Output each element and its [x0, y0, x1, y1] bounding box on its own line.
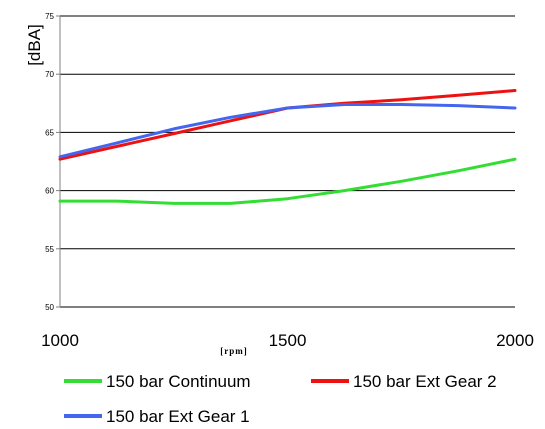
y-tick-label: 60 — [45, 187, 54, 196]
y-axis-label: [dBA] — [25, 24, 44, 66]
gridlines — [60, 15, 515, 308]
x-axis-label: [rpm] — [220, 346, 248, 356]
series-line-2 — [58, 89, 517, 161]
series-lines — [58, 89, 517, 205]
y-tick-label: 70 — [45, 70, 54, 79]
x-tick-label: 1000 — [41, 331, 79, 350]
y-tick-label: 65 — [45, 128, 54, 137]
y-tick-label: 55 — [45, 245, 54, 254]
x-tick-label: 1500 — [269, 331, 307, 350]
series-line-1 — [58, 157, 517, 205]
series-line-3 — [58, 103, 517, 159]
x-tick-label: 2000 — [496, 331, 534, 350]
legend-label-1: 150 bar Continuum — [106, 372, 251, 391]
y-tick-label: 50 — [45, 303, 54, 312]
y-tick-label: 75 — [45, 12, 54, 21]
legend: 150 bar Continuum 150 bar Ext Gear 2 150 b… — [64, 372, 497, 426]
legend-label-3: 150 bar Ext Gear 1 — [106, 407, 250, 426]
y-axis-ticks: 50 55 60 65 70 75 — [45, 12, 60, 312]
legend-label-2: 150 bar Ext Gear 2 — [353, 372, 497, 391]
x-axis-ticks: 1000 1500 2000 — [41, 331, 534, 350]
